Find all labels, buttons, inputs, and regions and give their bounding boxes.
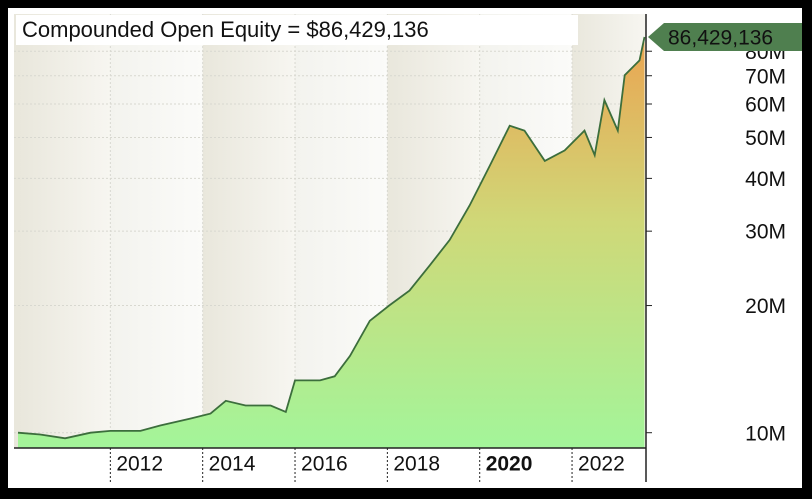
year-band xyxy=(110,14,203,448)
plot xyxy=(17,36,646,448)
last-value-label: 86,429,136 xyxy=(668,27,773,50)
x-tick-label: 2016 xyxy=(301,453,348,476)
x-tick-label: 2022 xyxy=(578,453,625,476)
y-tick-label: 70M xyxy=(745,65,786,88)
y-tick-label: 40M xyxy=(745,168,786,191)
x-tick-label: 2012 xyxy=(116,453,163,476)
chart-title: Compounded Open Equity = $86,429,136 xyxy=(22,17,429,42)
y-tick-label: 50M xyxy=(745,127,786,150)
line xyxy=(17,36,646,440)
x-tick-label: 2020 xyxy=(486,453,533,476)
y-tick-label: 10M xyxy=(745,422,786,445)
last-value-marker xyxy=(648,23,802,52)
x-tick-label: 2014 xyxy=(209,453,256,476)
y-tick-label: 20M xyxy=(745,295,786,318)
year-band xyxy=(202,14,296,448)
x-tick-label: 2018 xyxy=(393,453,440,476)
y-tick-label: 30M xyxy=(745,221,786,244)
title-box xyxy=(16,15,578,45)
area xyxy=(18,37,645,448)
y-tick-label: 60M xyxy=(745,94,786,117)
